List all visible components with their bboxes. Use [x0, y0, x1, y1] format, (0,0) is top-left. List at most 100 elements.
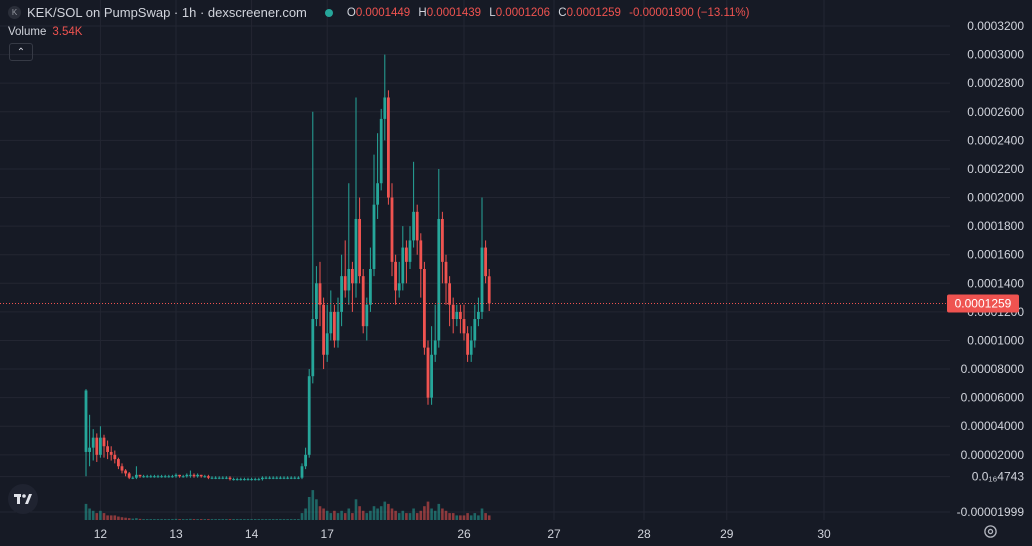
volume-bar	[444, 510, 448, 520]
volume-bar	[325, 510, 329, 520]
candle-body	[297, 477, 300, 479]
candle-body	[387, 97, 390, 198]
price-tick-label: 0.0001600	[967, 248, 1024, 262]
price-tick-label: 0.00008000	[961, 362, 1025, 376]
candle-body	[347, 269, 351, 291]
volume-bar	[138, 518, 142, 520]
candle-body	[480, 247, 484, 312]
time-tick-label: 17	[321, 527, 335, 541]
candle-body	[228, 477, 232, 480]
volume-bar	[369, 510, 372, 520]
candle-body	[433, 340, 437, 355]
candle-body	[448, 283, 451, 305]
volume-bar	[383, 501, 387, 520]
price-tick-label: 0.00006000	[961, 391, 1025, 405]
volume-bar	[228, 519, 232, 520]
candle-body	[444, 261, 448, 284]
volume-bar	[282, 519, 286, 520]
volume-bar	[91, 510, 95, 520]
volume-bar	[430, 508, 433, 520]
price-axis[interactable]: 0.0003200 0.0003000 0.0002800 0.0002600 0.00…	[947, 19, 1024, 519]
gear-icon[interactable]	[983, 524, 998, 539]
candle-body	[106, 446, 109, 452]
candle-body	[271, 477, 275, 479]
volume-label: Volume	[8, 26, 47, 38]
time-axis[interactable]: 12 13 14 17 26 27 28 29 30	[94, 527, 831, 541]
volume-bar	[196, 519, 199, 520]
volume-bar	[318, 506, 322, 520]
price-tick-label: 0.0001000	[967, 333, 1024, 347]
candle-body	[405, 247, 408, 262]
volume-bars	[84, 490, 491, 520]
tradingview-logo-icon[interactable]	[8, 484, 38, 514]
volume-bar	[235, 519, 239, 520]
volume-bar	[95, 513, 99, 520]
volume-bar	[469, 515, 473, 520]
candle-body	[365, 304, 369, 327]
volume-bar	[113, 515, 117, 520]
volume-bar	[167, 519, 171, 520]
volume-bar	[261, 519, 264, 520]
volume-bar	[271, 519, 275, 520]
candle-body	[333, 311, 336, 341]
candle-body	[124, 470, 127, 474]
change-value: -0.00001900 (−13.11%)	[629, 6, 750, 19]
price-tick-label: 0.0002800	[967, 76, 1024, 90]
volume-bar	[225, 519, 228, 520]
volume-bar	[433, 510, 437, 520]
collapse-legend-button[interactable]: ⌃	[9, 43, 33, 61]
volume-bar	[246, 519, 250, 520]
volume-bar	[135, 518, 138, 520]
candle-body	[318, 283, 322, 305]
candle-body	[109, 451, 113, 455]
price-tick-label: 0.00004000	[961, 419, 1025, 433]
candle-body	[401, 247, 405, 284]
candle-body	[484, 247, 487, 277]
volume-bar	[466, 513, 469, 520]
price-tick-label: 0.0003200	[967, 19, 1024, 33]
volume-bar	[304, 508, 307, 520]
candle-body	[138, 474, 142, 477]
candle-body	[322, 304, 325, 355]
close-key: C	[558, 6, 567, 19]
volume-bar	[153, 519, 156, 520]
candle-body	[304, 454, 307, 467]
volume-bar	[451, 513, 455, 520]
candle-body	[268, 477, 271, 479]
volume-bar	[415, 513, 419, 520]
high-key: H	[418, 6, 427, 19]
volume-bar	[426, 501, 430, 520]
candle-body	[84, 390, 88, 452]
volume-bar	[221, 519, 225, 520]
candle-body	[311, 319, 315, 377]
volume-bar	[160, 519, 163, 520]
chart-grid	[0, 0, 950, 520]
volume-bar	[102, 513, 106, 520]
volume-bar	[243, 519, 246, 520]
candle-body	[361, 276, 365, 327]
candle-body	[217, 477, 221, 479]
candle-body	[354, 218, 358, 284]
candle-body	[264, 477, 268, 479]
candle-body	[358, 218, 361, 277]
candle-body	[261, 477, 264, 480]
candle-body	[250, 479, 253, 481]
volume-bar	[333, 510, 336, 520]
chart-title: KEK/SOL on PumpSwap · 1h · dexscreener.c…	[27, 5, 307, 20]
candle-body	[257, 479, 261, 481]
candle-body	[329, 311, 333, 334]
volume-bar	[239, 519, 243, 520]
volume-bar	[250, 519, 253, 520]
candle-body	[390, 197, 394, 262]
volume-bar	[480, 508, 484, 520]
candle-body	[239, 479, 243, 481]
candle-body	[149, 476, 153, 478]
low-value: 0.0001206	[495, 6, 551, 19]
candle-body	[203, 476, 207, 478]
volume-bar	[199, 519, 203, 520]
candle-body	[325, 333, 329, 355]
candle-body	[369, 269, 372, 305]
volume-bar	[207, 519, 210, 520]
price-tick-label: 0.0002600	[967, 105, 1024, 119]
